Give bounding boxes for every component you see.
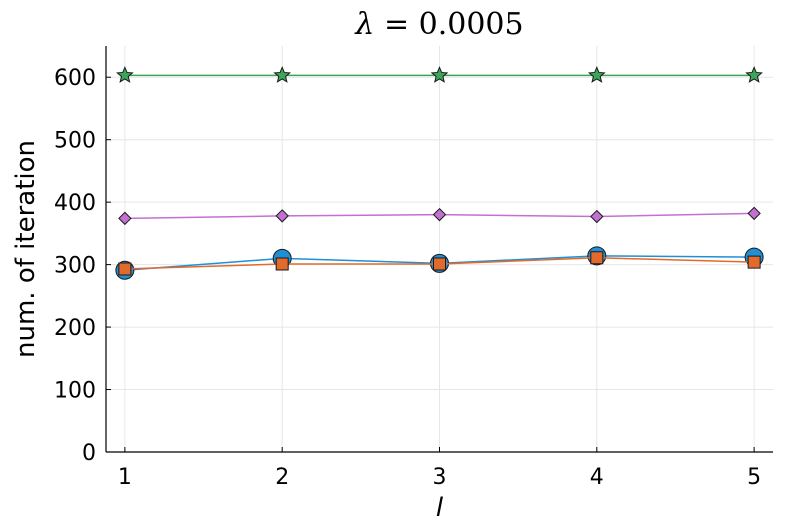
chart-title: λ = 0.0005 [354,7,523,42]
data-point [587,66,606,83]
data-point [275,209,289,223]
data-point [118,211,132,226]
data-point [590,209,604,224]
y-tick-label: 0 [82,441,96,466]
series-star [116,66,763,83]
data-point [433,257,446,271]
x-tick-label: 3 [433,465,447,490]
data-point [430,66,449,83]
x-tick-label: 2 [275,465,289,490]
data-point [747,206,761,221]
y-tick-label: 100 [54,379,96,404]
data-point [273,66,292,83]
y-tick-label: 400 [54,191,96,216]
x-tick-label: 1 [118,465,132,490]
x-tick-label: 5 [747,465,761,490]
y-axis-label: num. of iteration [11,140,41,358]
data-point [745,66,763,83]
y-tick-label: 300 [54,254,96,279]
series-square [118,251,761,276]
y-tick-label: 500 [54,129,96,154]
x-axis-label: l [436,493,444,523]
series-layer [115,66,764,280]
x-tick-label: 4 [590,465,604,490]
data-point [432,207,447,222]
data-point [590,251,604,265]
data-point [116,66,134,83]
series-diamond [118,206,761,226]
tick-labels: 0 100 200 300 400 500 600 1 2 3 4 5 [54,66,761,490]
data-point [275,257,289,271]
y-tick-label: 600 [54,66,96,91]
data-point [118,262,132,276]
y-tick-label: 200 [54,316,96,341]
data-point [747,255,761,269]
grid [106,46,773,453]
